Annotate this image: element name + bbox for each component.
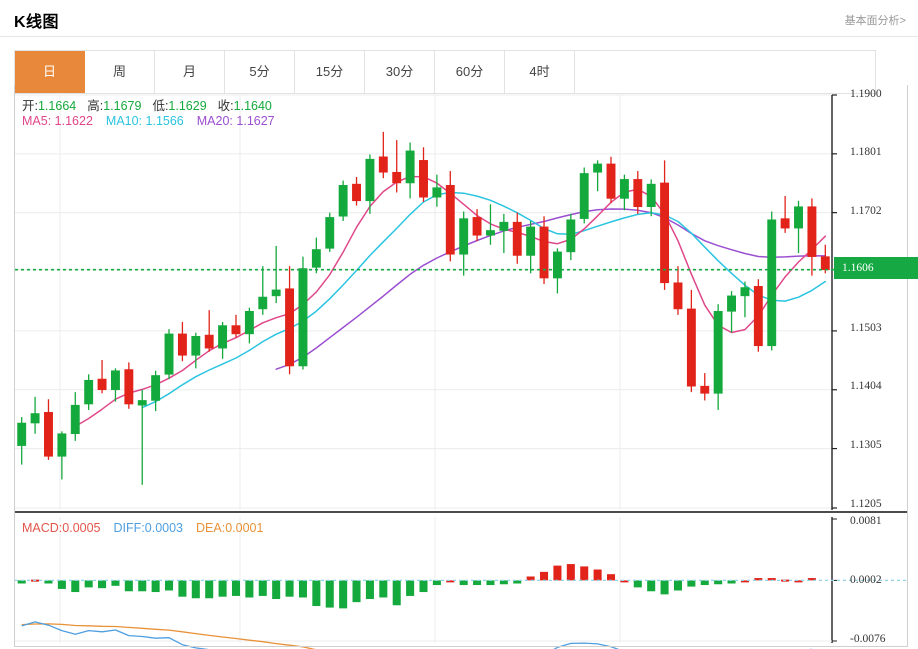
page-title: K线图 (14, 14, 60, 31)
tab-60min[interactable]: 60分 (435, 51, 505, 93)
tab-month[interactable]: 月 (155, 51, 225, 93)
tab-30min[interactable]: 30分 (365, 51, 435, 93)
timeframe-tabbar: 日 周 月 5分 15分 30分 60分 4时 (14, 50, 876, 94)
fundamental-analysis-link[interactable]: 基本面分析> (844, 15, 906, 27)
tab-5min[interactable]: 5分 (225, 51, 295, 93)
tab-4hour[interactable]: 4时 (505, 51, 575, 93)
tab-week[interactable]: 周 (85, 51, 155, 93)
chart-container[interactable]: 开:1.1664 高:1.1679 低:1.1629 收:1.1640 MA5: 1.… (0, 85, 918, 649)
current-price-badge: 1.1606 (834, 257, 918, 279)
candlestick-chart-canvas[interactable] (0, 85, 918, 649)
tab-day[interactable]: 日 (15, 51, 85, 93)
tabbar-filler (575, 51, 876, 93)
page-header: K线图 基本面分析> (0, 0, 918, 37)
tab-15min[interactable]: 15分 (295, 51, 365, 93)
